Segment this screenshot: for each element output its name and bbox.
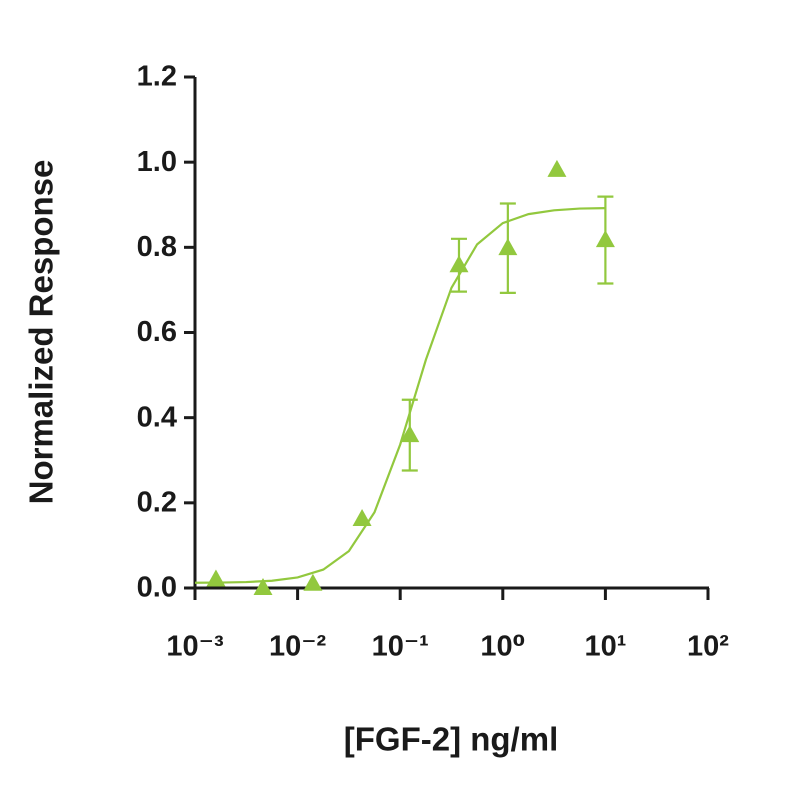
fit-curve [194, 207, 606, 584]
data-point [352, 509, 372, 527]
x-axis-title: [FGF-2] ng/ml [344, 721, 558, 758]
x-tick-label: 10² [687, 631, 729, 663]
y-tick-label: 0.4 [137, 401, 177, 433]
data-point [303, 573, 323, 591]
y-tick-label: 1.0 [137, 146, 177, 178]
data-point [498, 238, 518, 256]
data-point [400, 425, 420, 443]
data-point [449, 255, 469, 273]
y-tick-label: 0.2 [137, 486, 177, 518]
y-tick-label: 0.8 [137, 231, 177, 263]
x-tick-label: 10⁻¹ [372, 631, 429, 663]
y-tick-label: 0.0 [137, 572, 177, 604]
data-point [595, 230, 615, 248]
data-point [253, 578, 273, 595]
data-point [547, 159, 567, 177]
data-point [206, 569, 226, 587]
x-tick-label: 10¹ [584, 631, 626, 663]
x-tick-label: 10⁻³ [166, 631, 224, 663]
y-tick-label: 0.6 [137, 316, 177, 348]
x-tick-label: 10⁻² [269, 631, 327, 663]
y-axis-title: Normalized Response [23, 160, 60, 505]
y-tick-label: 1.2 [137, 61, 177, 93]
x-tick-label: 10⁰ [480, 631, 525, 663]
